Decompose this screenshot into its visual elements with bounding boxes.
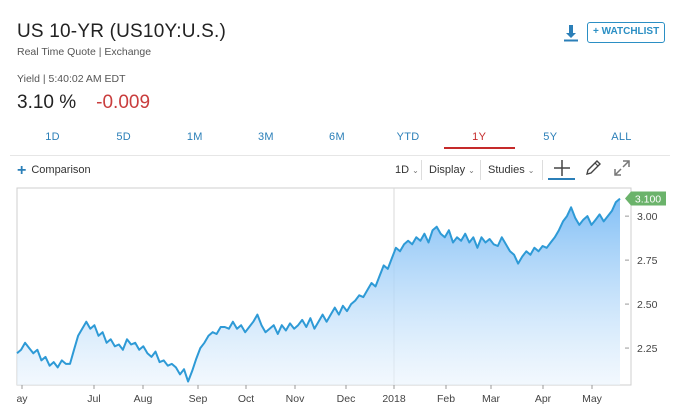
- range-tabs: 1D 5D 1M 3M 6M YTD 1Y 5Y ALL: [17, 127, 657, 149]
- yield-timestamp: Yield | 5:40:02 AM EDT: [17, 73, 126, 85]
- tab-1y[interactable]: 1Y: [443, 127, 515, 149]
- chevron-down-icon: ⌄: [468, 166, 475, 175]
- last-price-badge: [625, 191, 666, 206]
- interval-label: 1D: [395, 164, 410, 176]
- y-tick-label: 2.25: [637, 343, 658, 355]
- watchlist-button[interactable]: + WATCHLIST: [587, 22, 666, 43]
- tab-5d[interactable]: 5D: [116, 131, 131, 143]
- tab-1m[interactable]: 1M: [186, 131, 203, 143]
- tab-1d[interactable]: 1D: [45, 131, 60, 143]
- x-tick-label: Sep: [189, 393, 208, 405]
- y-tick-label: 2.75: [637, 255, 658, 267]
- studies-label: Studies: [488, 164, 525, 176]
- x-tick-label: Nov: [286, 393, 305, 405]
- chart-svg: 3.00 2.75 2.50 2.25 ay Jul Aug Sep Oct Nov Dec 201…: [16, 187, 666, 405]
- last-price-label: 3.100: [635, 194, 661, 206]
- plus-icon: +: [17, 161, 27, 179]
- x-tick-label: 2018: [382, 393, 406, 405]
- x-tick-label: Feb: [437, 393, 455, 405]
- x-tick-label: Mar: [482, 393, 501, 405]
- display-label: Display: [429, 164, 466, 176]
- x-tick-label: Oct: [238, 393, 254, 405]
- series-area: [17, 198, 620, 385]
- x-tick-label: ay: [16, 393, 28, 405]
- x-tick-label: Jul: [87, 393, 100, 405]
- chevron-down-icon: ⌄: [412, 166, 419, 175]
- expand-icon[interactable]: [611, 157, 633, 179]
- tab-5y[interactable]: 5Y: [543, 131, 558, 143]
- comparison-button[interactable]: + Comparison: [17, 161, 91, 179]
- comparison-label: Comparison: [31, 164, 91, 176]
- tab-ytd[interactable]: YTD: [396, 131, 420, 143]
- active-tool-indicator: [548, 178, 575, 180]
- chevron-down-icon: ⌄: [527, 166, 535, 175]
- quote-title: US 10-YR (US10Y:U.S.): [17, 21, 227, 42]
- y-tick-label: 3.00: [637, 211, 658, 223]
- x-tick-label: May: [582, 393, 603, 405]
- x-tick-label: Aug: [134, 393, 153, 405]
- x-tick-label: Apr: [535, 393, 552, 405]
- tab-all[interactable]: ALL: [611, 131, 632, 143]
- y-tick-label: 2.50: [637, 299, 658, 311]
- display-dropdown[interactable]: Display ⌄: [429, 164, 475, 176]
- download-icon[interactable]: [561, 23, 581, 43]
- series-line: [16, 197, 621, 383]
- current-price: 3.10 %: [17, 92, 77, 113]
- toolbar-separator: [480, 160, 481, 180]
- tab-6m[interactable]: 6M: [329, 131, 345, 143]
- crosshair-icon[interactable]: [551, 157, 573, 179]
- x-tick-label: Dec: [337, 393, 356, 405]
- price-chart[interactable]: 3.00 2.75 2.50 2.25 ay Jul Aug Sep Oct Nov Dec 201…: [0, 185, 680, 413]
- toolbar-separator: [542, 160, 543, 180]
- tab-3m[interactable]: 3M: [257, 131, 274, 143]
- price-change: -0.009: [96, 92, 151, 113]
- price-row: 3.10 % -0.009: [17, 92, 150, 114]
- pencil-icon[interactable]: [582, 157, 604, 179]
- interval-dropdown[interactable]: 1D ⌄: [395, 164, 419, 176]
- studies-dropdown[interactable]: Studies ⌄: [488, 164, 534, 176]
- divider: [10, 155, 670, 156]
- quote-subtitle: Real Time Quote | Exchange: [17, 46, 152, 58]
- toolbar-separator: [421, 160, 422, 180]
